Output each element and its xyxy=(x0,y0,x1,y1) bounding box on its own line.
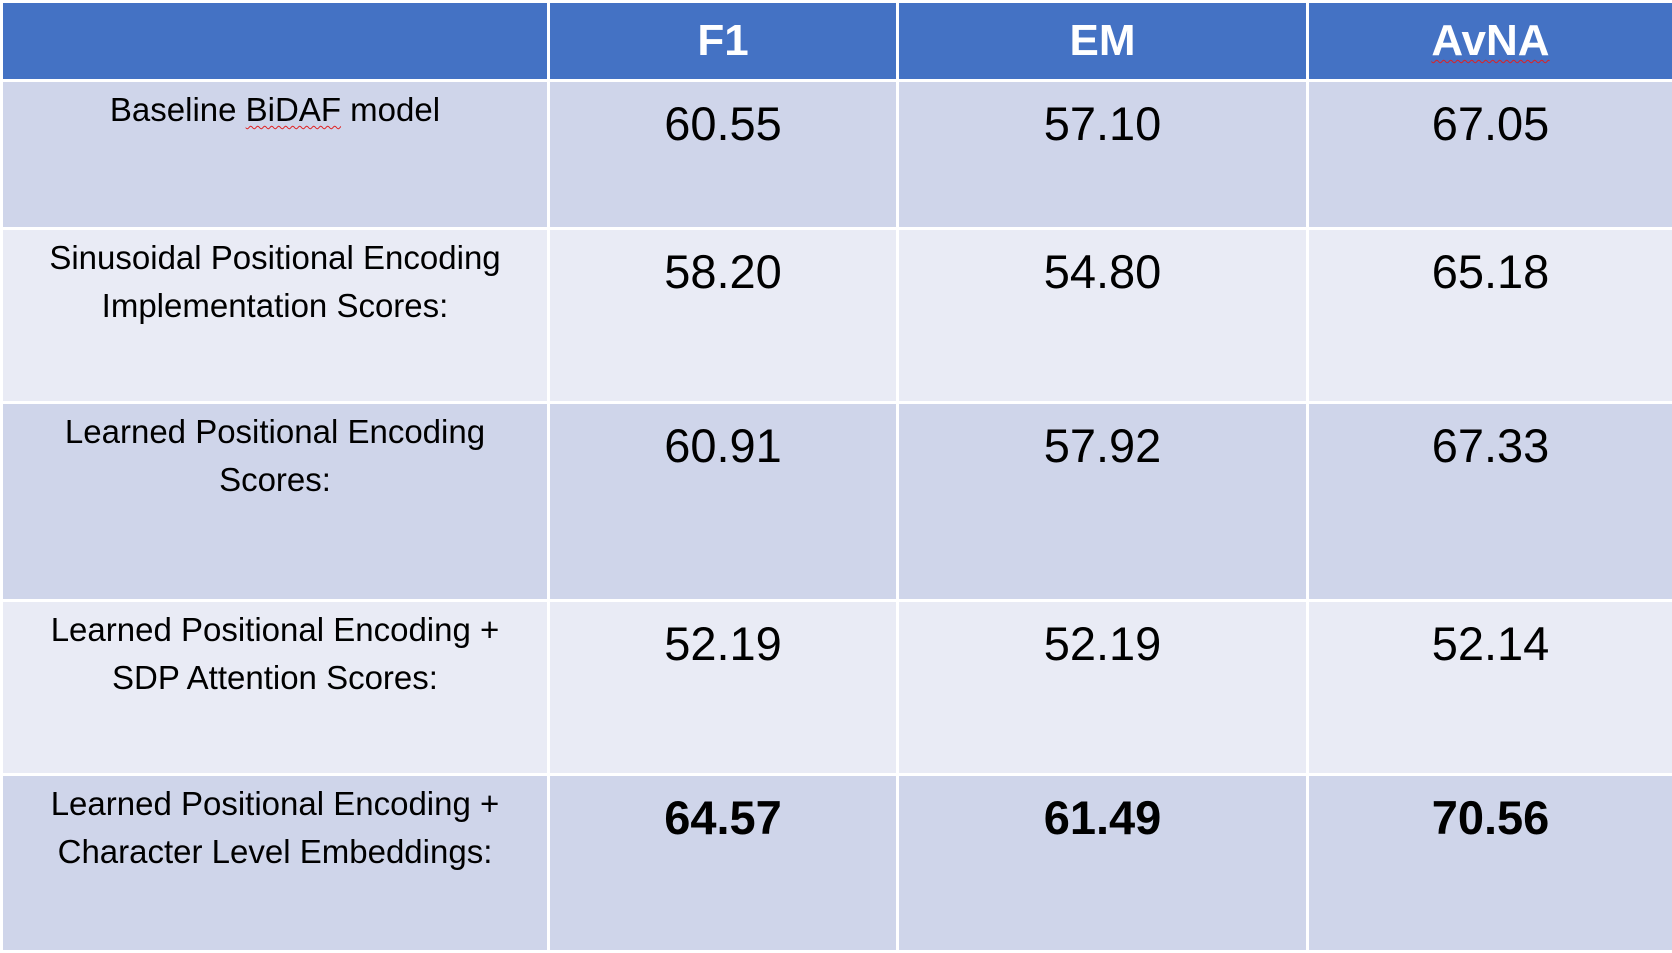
table-row: Learned Positional Encoding Scores: 60.9… xyxy=(2,403,1672,601)
header-cell-f1: F1 xyxy=(549,2,898,81)
cell-avna: 67.05 xyxy=(1308,81,1672,229)
cell-avna: 65.18 xyxy=(1308,229,1672,403)
table-row: Sinusoidal Positional Encoding Implement… xyxy=(2,229,1672,403)
table-row: Learned Positional Encoding + Character … xyxy=(2,775,1672,952)
header-row: F1 EM AvNA xyxy=(2,2,1672,81)
cell-em: 57.10 xyxy=(898,81,1308,229)
header-cell-empty xyxy=(2,2,549,81)
row-label: Baseline BiDAF model xyxy=(2,81,549,229)
header-cell-em: EM xyxy=(898,2,1308,81)
cell-avna: 67.33 xyxy=(1308,403,1672,601)
results-table-wrapper: F1 EM AvNA Baseline BiDAF model 60.55 57… xyxy=(0,0,1672,880)
row-label: Learned Positional Encoding Scores: xyxy=(2,403,549,601)
cell-avna: 70.56 xyxy=(1308,775,1672,952)
header-avna-text: AvNA xyxy=(1431,16,1549,65)
header-cell-avna: AvNA xyxy=(1308,2,1672,81)
cell-avna: 52.14 xyxy=(1308,601,1672,775)
cell-f1: 60.91 xyxy=(549,403,898,601)
row-label: Sinusoidal Positional Encoding Implement… xyxy=(2,229,549,403)
table-row: Learned Positional Encoding + SDP Attent… xyxy=(2,601,1672,775)
cell-em: 52.19 xyxy=(898,601,1308,775)
cell-f1: 58.20 xyxy=(549,229,898,403)
cell-f1: 64.57 xyxy=(549,775,898,952)
row-label-bidaf: BiDAF xyxy=(246,91,341,128)
cell-em: 54.80 xyxy=(898,229,1308,403)
cell-f1: 60.55 xyxy=(549,81,898,229)
cell-em: 57.92 xyxy=(898,403,1308,601)
cell-em: 61.49 xyxy=(898,775,1308,952)
cell-f1: 52.19 xyxy=(549,601,898,775)
table-row: Baseline BiDAF model 60.55 57.10 67.05 xyxy=(2,81,1672,229)
row-label: Learned Positional Encoding + Character … xyxy=(2,775,549,952)
row-label: Learned Positional Encoding + SDP Attent… xyxy=(2,601,549,775)
